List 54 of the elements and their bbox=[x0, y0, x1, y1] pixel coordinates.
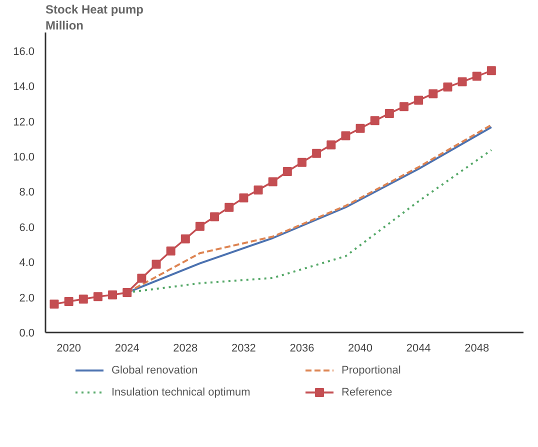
point bbox=[64, 297, 74, 306]
chart-title: Stock Heat pump bbox=[46, 2, 144, 16]
x-tick-label: 2028 bbox=[173, 342, 198, 354]
y-tick-label: 8.0 bbox=[19, 186, 35, 199]
x-tick-label: 2048 bbox=[464, 342, 490, 354]
legend-label: Proportional bbox=[342, 364, 401, 376]
x-tick-label: 2032 bbox=[231, 342, 256, 354]
point bbox=[326, 140, 336, 150]
point bbox=[428, 89, 438, 98]
point bbox=[341, 131, 350, 140]
point bbox=[137, 274, 146, 283]
point bbox=[443, 82, 452, 92]
x-tick-label: 2036 bbox=[290, 342, 314, 354]
point bbox=[370, 116, 380, 126]
point bbox=[93, 292, 102, 302]
point bbox=[224, 202, 234, 212]
point bbox=[254, 185, 263, 194]
point bbox=[268, 177, 278, 186]
point bbox=[152, 260, 161, 269]
y-tick-label: 10.0 bbox=[13, 152, 35, 164]
point bbox=[78, 294, 88, 304]
y-tick-label: 12.0 bbox=[13, 116, 35, 128]
point bbox=[384, 108, 394, 118]
point bbox=[239, 193, 248, 202]
point bbox=[400, 102, 408, 112]
point bbox=[356, 124, 365, 133]
point bbox=[195, 222, 204, 231]
x-tick-label: 2020 bbox=[56, 342, 82, 354]
x-tick-label: 2040 bbox=[348, 342, 373, 354]
point bbox=[50, 300, 59, 309]
x-tick-label: 2044 bbox=[406, 342, 431, 354]
x-tick-label: 2024 bbox=[114, 342, 140, 354]
point bbox=[122, 288, 132, 298]
y-tick-label: 14.0 bbox=[13, 81, 35, 94]
point bbox=[108, 290, 118, 300]
point bbox=[486, 66, 496, 76]
y-tick-label: 6.0 bbox=[19, 222, 35, 234]
y-tick-label: 16.0 bbox=[13, 46, 35, 58]
point bbox=[312, 148, 322, 158]
y-tick-label: 4.0 bbox=[19, 257, 35, 270]
point bbox=[282, 167, 292, 176]
point bbox=[414, 96, 424, 105]
y-tick-label: 0.0 bbox=[19, 328, 35, 340]
point bbox=[472, 72, 482, 81]
point bbox=[180, 234, 190, 244]
legend-label: Global renovation bbox=[112, 364, 198, 376]
point bbox=[297, 158, 306, 167]
y-axis-title: Million bbox=[46, 18, 84, 32]
legend-label: Insulation technical optimum bbox=[112, 386, 250, 398]
legend-label: Reference bbox=[342, 386, 392, 398]
point bbox=[458, 77, 467, 86]
y-tick-label: 2.0 bbox=[19, 292, 35, 304]
point bbox=[166, 246, 176, 256]
point bbox=[210, 212, 220, 222]
